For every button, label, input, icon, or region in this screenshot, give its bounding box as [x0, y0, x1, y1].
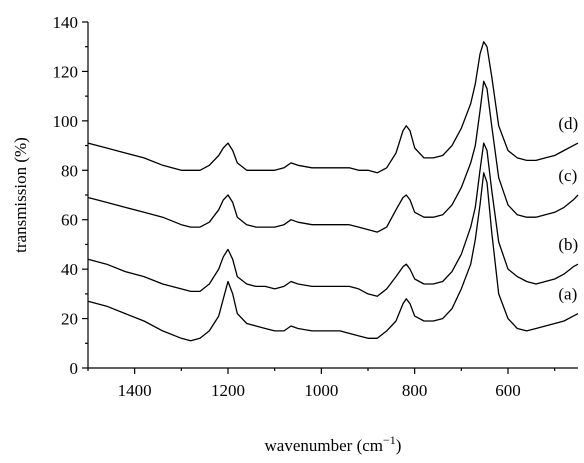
y-tick-label-0: 0 [70, 359, 79, 378]
series-label-b: (b) [558, 235, 578, 254]
y-tick-label-120: 120 [53, 62, 79, 81]
x-tick-label-1400: 1400 [118, 381, 152, 400]
x-axis-title-main: wavenumber (cm [265, 436, 383, 455]
y-tick-label-140: 140 [53, 13, 79, 32]
series-label-c: (c) [558, 166, 577, 185]
x-axis-title: wavenumber (cm−1) [265, 433, 402, 455]
series-label-a: (a) [558, 285, 577, 304]
x-tick-label-1000: 1000 [304, 381, 338, 400]
series-line-c [87, 80, 579, 233]
series-labels: (a) (b) (c) (d) [558, 114, 578, 304]
series-line-b [87, 142, 579, 297]
x-tick-label-600: 600 [495, 381, 521, 400]
y-tick-label-60: 60 [61, 211, 78, 230]
x-tick-label-1200: 1200 [211, 381, 245, 400]
x-axis-title-end: ) [396, 436, 402, 455]
x-ticks: 1400 1200 1000 800 600 [87, 368, 556, 400]
x-axis-title-superscript: −1 [383, 433, 396, 447]
y-axis-title: transmission (%) [11, 137, 30, 253]
series-line-a [87, 172, 579, 342]
series-label-d: (d) [558, 114, 578, 133]
y-tick-label-80: 80 [61, 161, 78, 180]
y-tick-label-40: 40 [61, 260, 78, 279]
y-tick-label-20: 20 [61, 310, 78, 329]
series-line-d [87, 41, 579, 174]
y-ticks: 0 20 40 60 80 100 120 140 [53, 13, 88, 378]
y-tick-label-100: 100 [53, 112, 79, 131]
series-group [87, 41, 579, 342]
x-tick-label-800: 800 [402, 381, 428, 400]
